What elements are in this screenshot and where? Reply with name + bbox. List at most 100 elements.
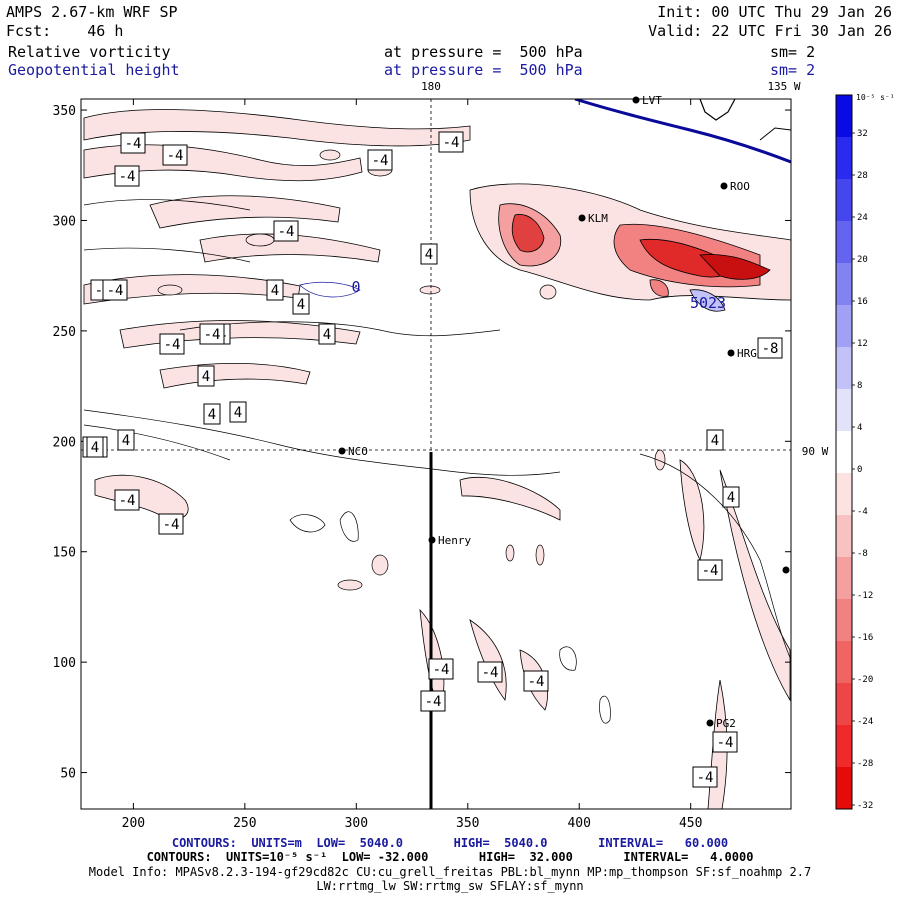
colorbar-segment bbox=[836, 641, 852, 684]
colorbar-label: 4 bbox=[857, 423, 862, 433]
contour-label-box bbox=[697, 559, 723, 581]
contour-label: -4 bbox=[107, 283, 124, 299]
contour-label-box bbox=[318, 323, 336, 345]
station-dot bbox=[578, 214, 586, 222]
colorbar-label: 16 bbox=[857, 297, 868, 307]
footer-vorticity-contours: CONTOURS: UNITS=10⁻⁵ s⁻¹ LOW= -32.000 HI… bbox=[146, 850, 754, 864]
station-dot bbox=[338, 447, 346, 455]
station-label-pg2: PG2 bbox=[716, 717, 736, 730]
contour-label: 4 bbox=[425, 247, 433, 263]
field2-smoothing: sm= 2 bbox=[770, 61, 816, 79]
colorbar-units: 10⁻⁵ s⁻¹ bbox=[856, 93, 895, 102]
contour-label: -4 bbox=[163, 517, 180, 533]
colorbar-segment bbox=[836, 179, 852, 222]
contour-label: -4 bbox=[717, 735, 734, 751]
contour-label-box bbox=[114, 165, 140, 187]
contour-label-box bbox=[292, 293, 310, 315]
contour-label: -4 bbox=[372, 153, 389, 169]
meridian-180-label: 180 bbox=[421, 80, 441, 93]
contour-label-box bbox=[266, 279, 284, 301]
y-tick-label: 350 bbox=[53, 104, 76, 119]
colorbar-label: 12 bbox=[857, 339, 868, 349]
colorbar-label: 0 bbox=[857, 465, 862, 475]
valid-time: Valid: 22 UTC Fri 30 Jan 26 bbox=[648, 22, 892, 40]
contour-label-box bbox=[523, 670, 549, 692]
colorbar-segment bbox=[836, 389, 852, 432]
contour-labels: -4-4-4-4-4-4-4-4-4-4-4-4-4-4-4-4-4-4-4-4… bbox=[82, 131, 783, 788]
contour-label-box bbox=[159, 333, 185, 355]
contour-label: 4 bbox=[711, 433, 719, 449]
colorbar-segment bbox=[836, 683, 852, 726]
station-label-roo: ROO bbox=[730, 180, 750, 193]
contour-label-box bbox=[120, 132, 146, 154]
contour-label: 4 bbox=[297, 297, 305, 313]
colorbar-segment bbox=[836, 305, 852, 348]
colorbar-label: -4 bbox=[857, 507, 868, 517]
contour-label: -4 bbox=[125, 136, 142, 152]
contour-label: -4 bbox=[425, 694, 442, 710]
colorbar-label: -24 bbox=[857, 717, 873, 727]
colorbar-segment bbox=[836, 515, 852, 558]
colorbar-segment bbox=[836, 725, 852, 768]
contour-label: -4 bbox=[164, 337, 181, 353]
colorbar-segment bbox=[836, 347, 852, 390]
colorbar-segment bbox=[836, 95, 852, 138]
station-dot bbox=[720, 182, 728, 190]
colorbar: 32 28 24 20 16 12 8 4 0 -4 -8 -12 -16 -20 -24 -28 -32 bbox=[835, 94, 873, 811]
meridian-135w-label: 135 W bbox=[767, 80, 800, 93]
x-tick-label: 250 bbox=[233, 816, 256, 831]
station-label-klm: KLM bbox=[588, 212, 608, 225]
contour-label: -4 bbox=[702, 563, 719, 579]
height-label-0: 0 bbox=[351, 278, 360, 296]
contour-label-box bbox=[102, 279, 128, 301]
station-dot bbox=[632, 96, 640, 104]
y-tick-label: 150 bbox=[53, 546, 76, 561]
contour-label-box bbox=[712, 731, 738, 753]
contour-label-box bbox=[420, 690, 446, 712]
colorbar-frame bbox=[835, 94, 853, 810]
contour-label-box bbox=[706, 429, 724, 451]
colorbar-segment bbox=[836, 767, 852, 810]
y-tick-label: 100 bbox=[53, 656, 76, 671]
contour-label-box bbox=[438, 131, 464, 153]
contour-label-box bbox=[158, 513, 184, 535]
contour-label-box bbox=[273, 220, 299, 242]
contour-label: 4 bbox=[91, 440, 99, 456]
field1-smoothing: sm= 2 bbox=[770, 43, 816, 61]
contour-label: -4 bbox=[433, 662, 450, 678]
contour-label: -4 bbox=[278, 224, 295, 240]
x-tick-label: 300 bbox=[345, 816, 368, 831]
station-dot bbox=[428, 536, 436, 544]
colorbar-label: -12 bbox=[857, 591, 873, 601]
contour-label-box bbox=[229, 401, 247, 423]
contour-label-box bbox=[722, 486, 740, 508]
contour-label: -4 bbox=[697, 770, 714, 786]
x-tick-label: 350 bbox=[456, 816, 479, 831]
model-title: AMPS 2.67-km WRF SP bbox=[6, 3, 178, 21]
contour-label: 4 bbox=[122, 433, 130, 449]
footer-height-contours: CONTOURS: UNITS=m LOW= 5040.0 HIGH= 5040… bbox=[171, 836, 729, 850]
x-axis: 200 250 300 350 400 450 bbox=[122, 99, 702, 831]
contour-label-box bbox=[162, 144, 188, 166]
contour-label: -4 bbox=[528, 674, 545, 690]
contour-label-box bbox=[86, 436, 104, 458]
contour-label: 4 bbox=[208, 407, 216, 423]
colorbar-label: 8 bbox=[857, 381, 862, 391]
station-label-nco: NCO bbox=[348, 445, 368, 458]
station-dot bbox=[706, 719, 714, 727]
meridian-90w-label: 90 W bbox=[802, 445, 829, 458]
contour-label-box bbox=[197, 365, 215, 387]
colorbar-segment bbox=[836, 557, 852, 600]
x-tick-label: 400 bbox=[567, 816, 590, 831]
contour-label: -4 bbox=[482, 665, 499, 681]
contour-label-box bbox=[757, 337, 783, 359]
station-label-hrg: HRG bbox=[737, 347, 757, 360]
field2-level: at pressure = 500 hPa bbox=[384, 61, 583, 79]
y-tick-label: 200 bbox=[53, 435, 76, 450]
contour-label: 4 bbox=[271, 283, 279, 299]
station-label-lvt: LVT bbox=[642, 94, 662, 107]
colorbar-segment bbox=[836, 263, 852, 306]
field2-name: Geopotential height bbox=[8, 61, 180, 79]
colorbar-segment bbox=[836, 431, 852, 474]
y-axis: 50 100 150 200 250 300 350 bbox=[53, 104, 791, 782]
